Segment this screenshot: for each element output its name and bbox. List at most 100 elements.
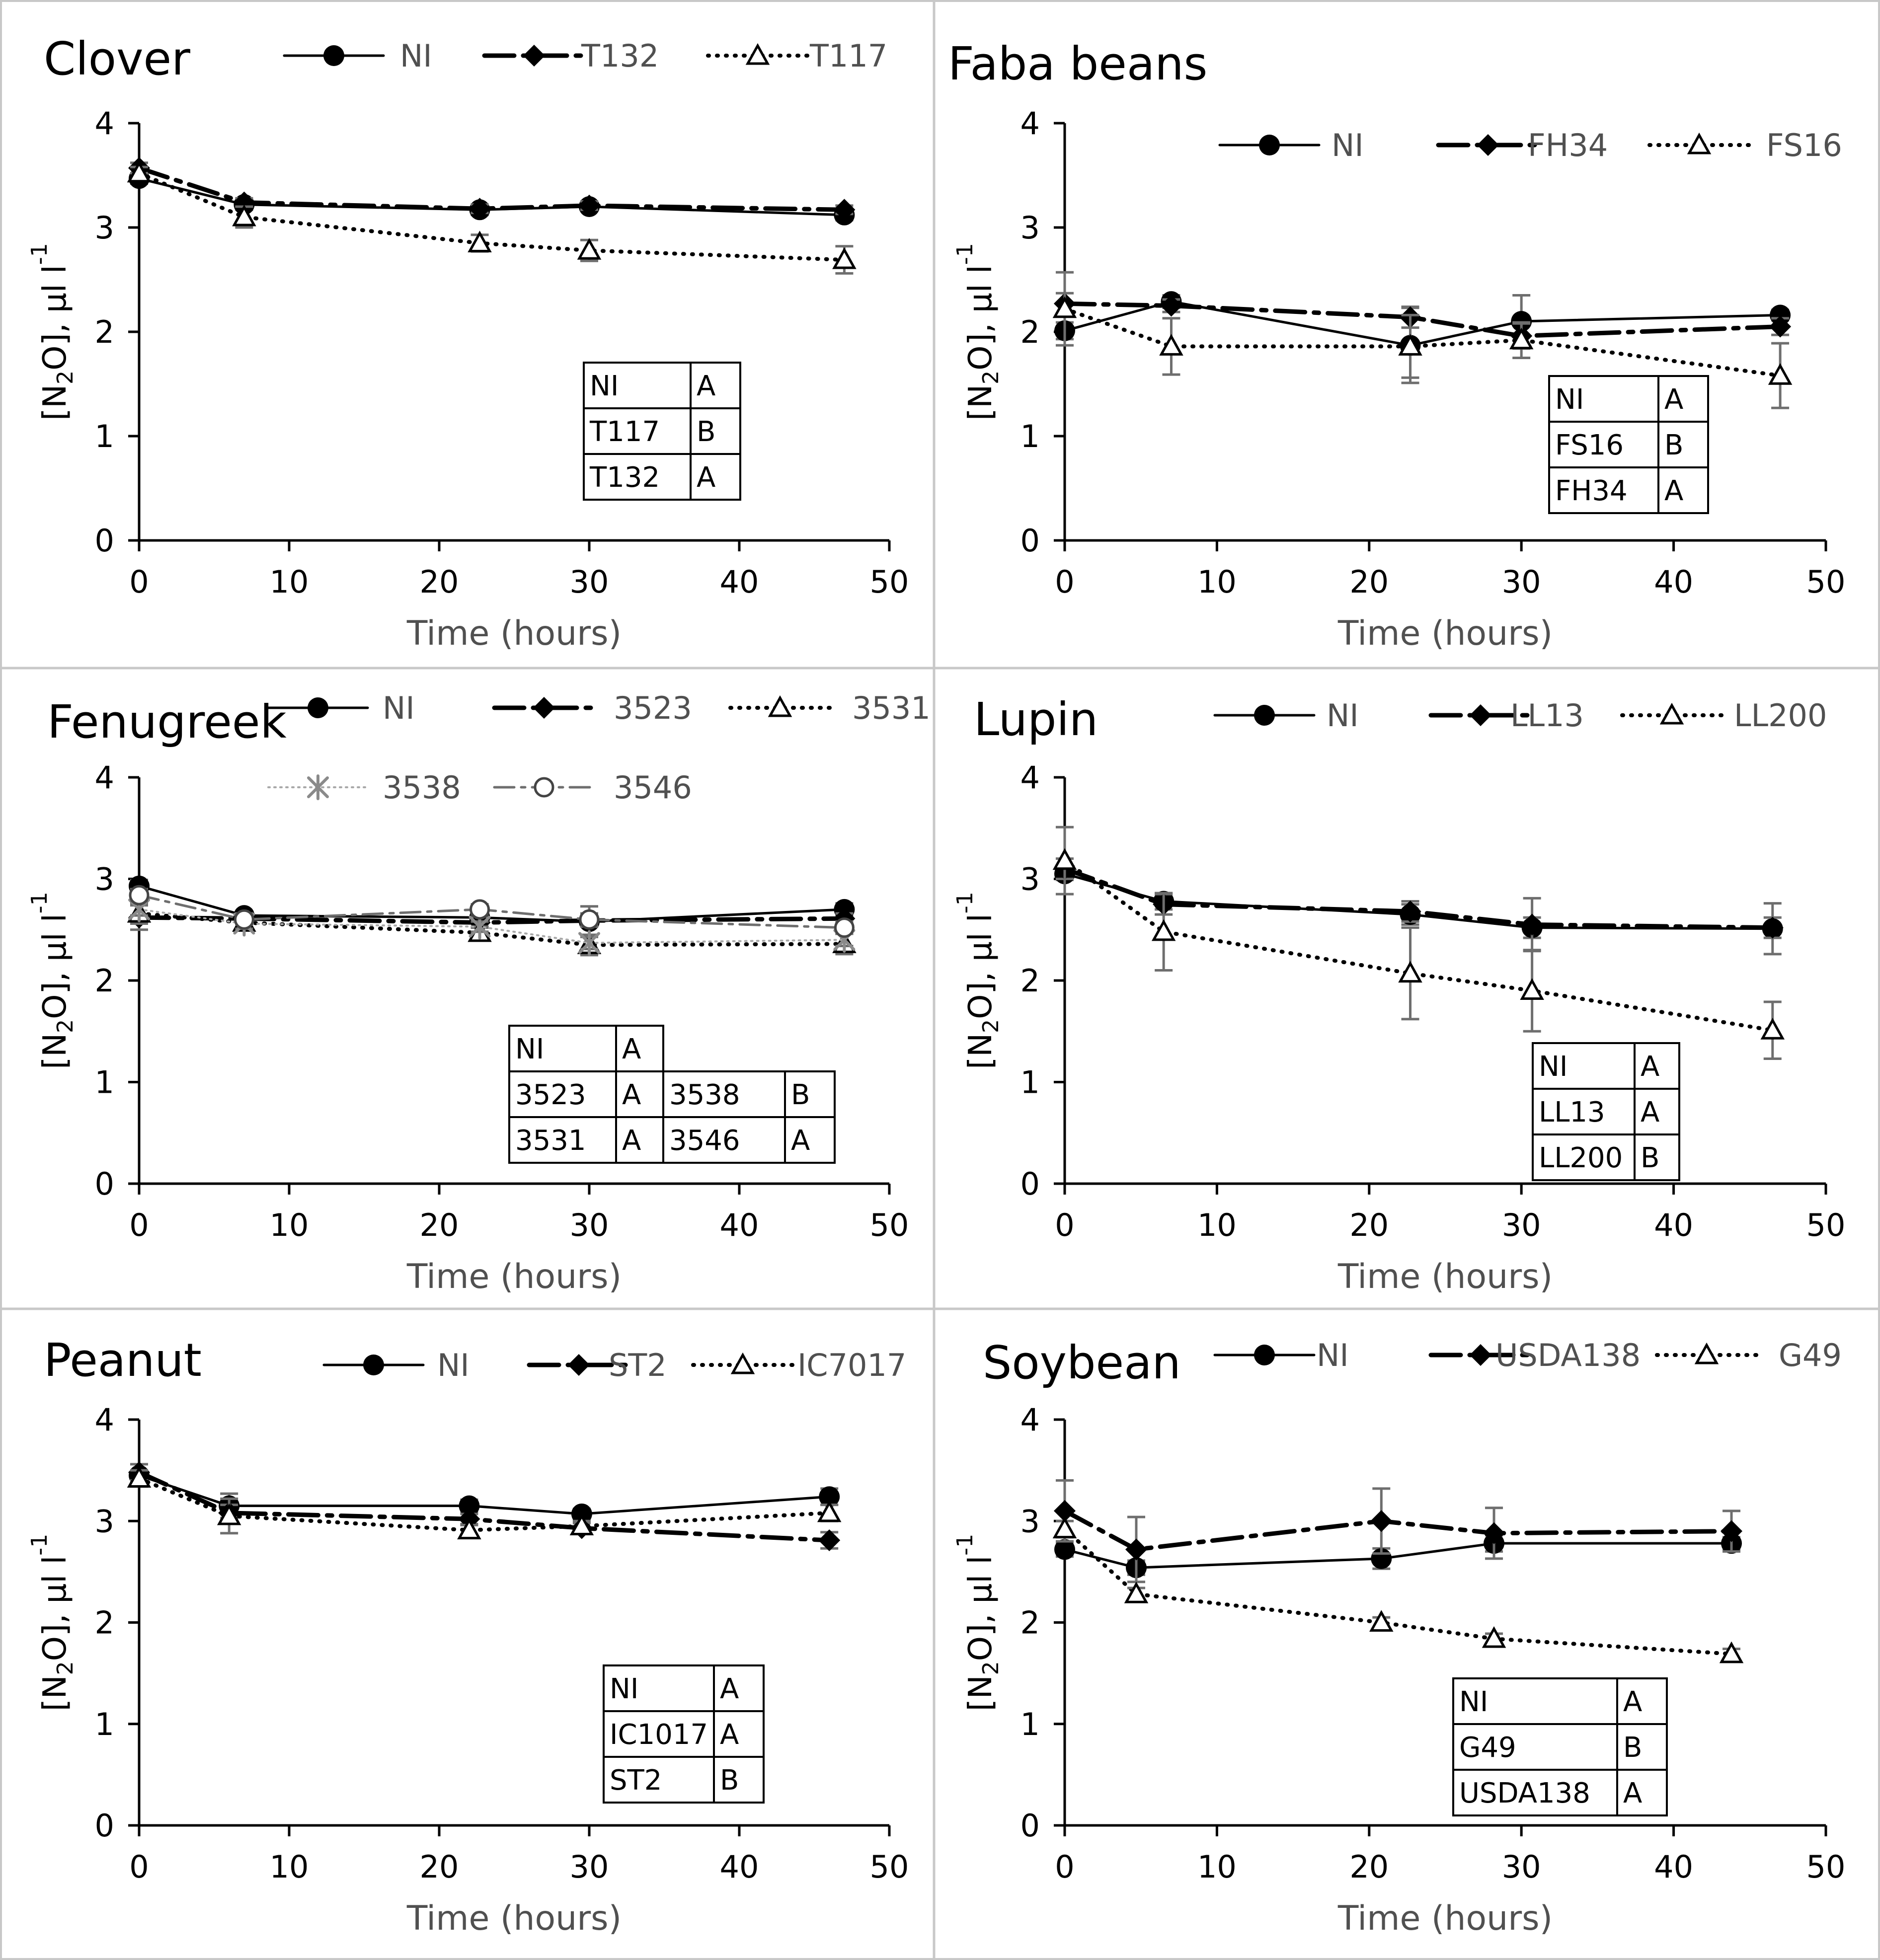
data-point	[1761, 916, 1784, 939]
table-cell-text: B	[1664, 429, 1683, 461]
data-point	[129, 885, 150, 905]
data-point	[1521, 913, 1543, 936]
legend-entry-ll200: LL200	[1620, 697, 1827, 734]
table-cell-text: B	[720, 1764, 739, 1797]
table-cell	[1657, 466, 1709, 514]
x-tick-label: 20	[420, 1849, 459, 1885]
x-axis-label: Time (hours)	[1337, 1899, 1553, 1938]
table-cell-text: A	[622, 1033, 641, 1065]
legend-entry-t117: T117	[706, 38, 887, 74]
data-point	[459, 1495, 480, 1516]
legend-marker	[523, 45, 545, 67]
data-point	[1160, 295, 1182, 317]
table-cell	[690, 453, 741, 501]
x-tick-label: 30	[1502, 1849, 1541, 1885]
y-tick-label: 0	[95, 1808, 114, 1844]
x-tick-label: 40	[1654, 1849, 1693, 1885]
data-point	[234, 909, 254, 930]
x-tick-label: 0	[1055, 564, 1074, 600]
x-tick-label: 10	[1197, 564, 1237, 600]
table-cell-text: FH34	[1555, 475, 1628, 507]
table-cell-text: B	[697, 416, 715, 448]
data-point	[1124, 1582, 1149, 1603]
x-tick-label: 30	[570, 1849, 609, 1885]
data-point	[1054, 1539, 1075, 1560]
table-cell-text: A	[720, 1673, 739, 1705]
legend-entry-st2: ST2	[527, 1347, 667, 1383]
chart-title: Faba beans	[948, 37, 1208, 90]
data-point	[1369, 1610, 1394, 1632]
legend-marker	[1694, 1342, 1719, 1364]
table-cell-text: A	[622, 1079, 641, 1111]
y-tick-label: 4	[1020, 105, 1040, 142]
y-axis-label: [N2O], µl l-1	[27, 1534, 78, 1711]
data-point	[819, 1486, 840, 1508]
table-cell-text: A	[1664, 383, 1683, 416]
table-cell-text: A	[1641, 1096, 1659, 1129]
x-tick-label: 50	[1806, 564, 1846, 600]
data-point	[1520, 978, 1544, 1000]
legend-marker	[1259, 135, 1280, 155]
legend-label: 3523	[614, 690, 692, 726]
data-point	[569, 1513, 594, 1535]
y-tick-label: 1	[95, 418, 114, 454]
x-tick-label: 0	[1055, 1207, 1074, 1243]
y-tick-label: 0	[1020, 1166, 1040, 1202]
y-axis-label: [N2O], µl l-1	[27, 243, 78, 420]
series-line	[1063, 1527, 1734, 1656]
y-axis-label-part: O], µl l	[37, 913, 74, 1019]
data-point	[578, 194, 600, 217]
table-cell-text: A	[1664, 475, 1683, 507]
y-tick-label: 2	[95, 314, 114, 350]
legend-entry-fh34: FH34	[1436, 127, 1608, 163]
y-axis-label-part: [N	[962, 1033, 999, 1069]
legend-label: FH34	[1528, 127, 1608, 163]
x-tick-label: 0	[1055, 1849, 1074, 1885]
x-tick-label: 50	[1806, 1849, 1846, 1885]
data-point	[1760, 1018, 1785, 1040]
y-axis-label-part: -1	[27, 1534, 52, 1556]
y-axis-label-part: -1	[952, 243, 978, 265]
legend-label: USDA138	[1495, 1337, 1641, 1373]
x-tick-label: 50	[870, 1849, 909, 1885]
y-tick-label: 0	[95, 523, 114, 559]
table-cell-text: USDA138	[1459, 1777, 1590, 1809]
table-cell-text: A	[791, 1125, 810, 1157]
table-cell-text: 3538	[669, 1079, 740, 1111]
legend-marker	[308, 697, 328, 718]
legend-entry-usda138: USDA138	[1428, 1337, 1641, 1373]
y-axis-label-part: -1	[952, 1534, 978, 1556]
table-cell	[1532, 1088, 1636, 1135]
table-cell-text: FS16	[1555, 429, 1624, 461]
table-cell-text: A	[1623, 1686, 1642, 1718]
table-cell	[784, 1116, 836, 1164]
data-point	[233, 191, 255, 214]
significance-table: NI A IC1017 A ST2 B	[603, 1664, 765, 1804]
table-cell	[508, 1116, 617, 1164]
legend-label: LL13	[1510, 697, 1584, 734]
table-cell	[603, 1664, 715, 1712]
table-cell-text: ST2	[610, 1764, 662, 1797]
table-cell-text: A	[697, 370, 715, 402]
significance-table: NI A 3523 A 3538 B 3531 A 3546 A	[508, 1025, 836, 1164]
table-cell-text: NI	[515, 1033, 544, 1065]
y-axis-label-part: O], µl l	[37, 265, 74, 371]
chart-title: Peanut	[44, 1334, 202, 1387]
legend-label: NI	[1332, 127, 1364, 163]
y-axis-label-part: 2	[978, 371, 1004, 384]
legend-label: NI	[1317, 1337, 1349, 1373]
table-cell	[1548, 466, 1659, 514]
y-axis-label-part: O], µl l	[962, 1556, 999, 1661]
table-cell	[713, 1756, 765, 1804]
table-cell-text: A	[622, 1125, 641, 1157]
table-cell-text: 3523	[515, 1079, 586, 1111]
legend-label: G49	[1779, 1337, 1842, 1373]
table-cell	[615, 1025, 664, 1072]
table-cell-text: G49	[1459, 1732, 1516, 1764]
table-cell	[1616, 1723, 1668, 1771]
data-point	[1125, 1538, 1148, 1561]
y-tick-label: 4	[95, 105, 114, 142]
significance-table: NI A G49 B USDA138 A	[1452, 1677, 1668, 1816]
x-axis-label: Time (hours)	[406, 1899, 622, 1938]
